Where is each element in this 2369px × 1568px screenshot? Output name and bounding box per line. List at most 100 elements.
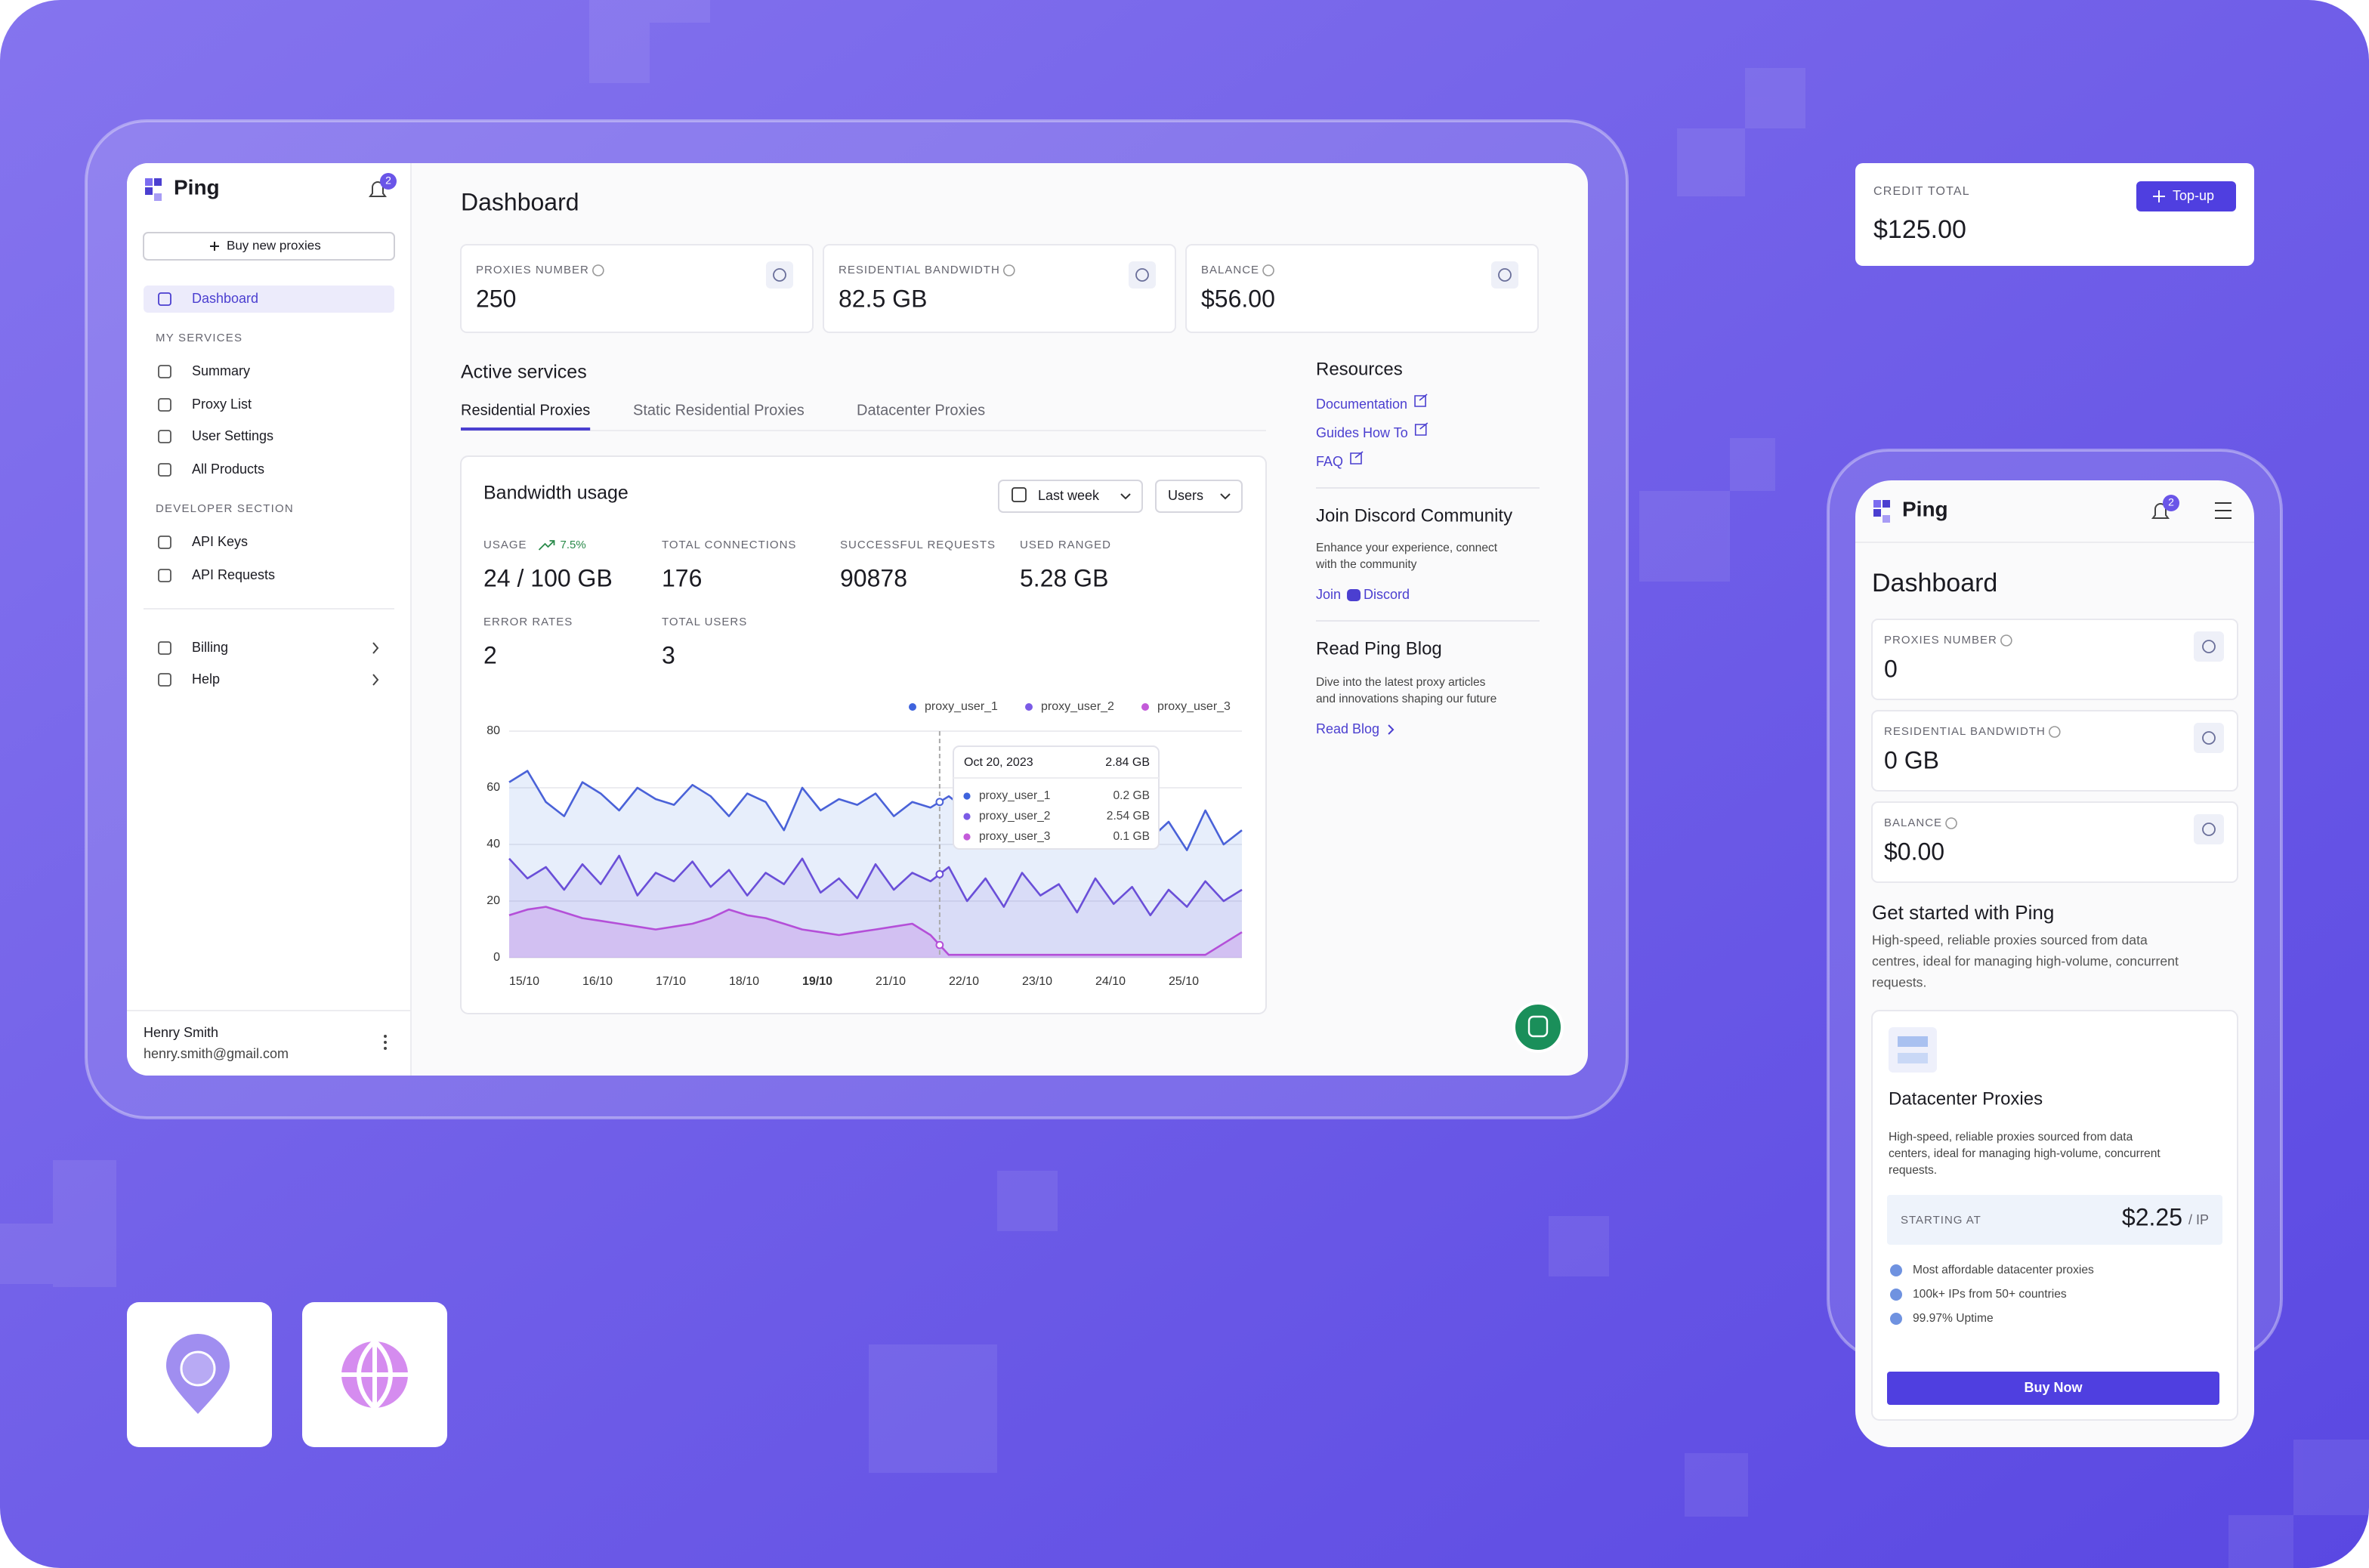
tooltip-value: 0.2 GB <box>1113 789 1150 802</box>
services-title: Active services <box>461 362 587 383</box>
section-link[interactable]: Discord <box>1364 587 1410 602</box>
product-text: High-speed, reliable proxies sourced fro… <box>1889 1131 2133 1144</box>
resources-title: Resources <box>1316 359 1403 379</box>
nav-item[interactable]: Help <box>192 671 220 687</box>
stat-value: 0 <box>1884 655 1898 682</box>
product-icon-glyph <box>1898 1036 1928 1047</box>
metric-value: 2 <box>483 641 497 668</box>
nav-item[interactable]: Billing <box>192 640 228 655</box>
nav-active <box>144 286 394 313</box>
external-icon <box>1350 451 1364 465</box>
nav-item[interactable]: API Keys <box>192 534 248 549</box>
nav-heading: MY SERVICES <box>156 332 242 344</box>
resource-link[interactable]: Guides How To <box>1316 425 1408 440</box>
trend-icon <box>538 540 555 551</box>
area <box>509 856 1242 958</box>
stat-label: BALANCE <box>1884 816 1942 829</box>
stat-icon-glyph <box>2202 640 2216 653</box>
section-title: Join Discord Community <box>1316 505 1512 526</box>
hover-dot <box>935 869 944 878</box>
topup-button[interactable] <box>2136 181 2236 211</box>
buy-now-label: Buy Now <box>2024 1380 2083 1395</box>
line <box>508 854 1243 917</box>
stat-icon <box>766 261 793 289</box>
section-link[interactable]: Join <box>1316 587 1341 602</box>
stat-card <box>1871 710 2238 792</box>
logo-mark <box>1883 500 1890 508</box>
nav-item[interactable]: Summary <box>192 363 250 378</box>
metric-label: TOTAL CONNECTIONS <box>662 539 796 551</box>
filter-button[interactable] <box>998 480 1143 513</box>
discord-icon <box>1347 589 1361 601</box>
check-icon <box>1890 1264 1902 1276</box>
stat-icon <box>1491 261 1518 289</box>
tooltip-name: proxy_user_1 <box>979 789 1050 802</box>
tab[interactable]: Datacenter Proxies <box>857 402 985 418</box>
x-tick-label: 19/10 <box>802 975 832 988</box>
chat-button[interactable] <box>1512 1002 1564 1053</box>
stat-card <box>1871 619 2238 700</box>
metric-label: TOTAL USERS <box>662 616 747 628</box>
metric-value: 5.28 GB <box>1020 564 1108 591</box>
tab[interactable]: Static Residential Proxies <box>633 402 805 418</box>
nav-icon <box>158 430 171 443</box>
x-tick-label: 16/10 <box>582 975 613 988</box>
buy-now[interactable] <box>1887 1372 2219 1405</box>
x-tick-label: 22/10 <box>949 975 979 988</box>
brand: Ping <box>174 175 220 199</box>
filter-label: Last week <box>1038 488 1100 503</box>
buy-label: Buy new proxies <box>227 238 321 252</box>
legend-dot <box>909 703 916 711</box>
ip-pin <box>166 1334 230 1414</box>
globe-lines <box>341 1339 408 1410</box>
section-title: Read Ping Blog <box>1316 638 1442 659</box>
section-text: High-speed, reliable proxies sourced fro… <box>1872 933 2148 948</box>
ip-circle <box>180 1350 216 1387</box>
chat-icon <box>1527 1015 1549 1038</box>
logo-mark <box>145 178 153 186</box>
metric-value: 176 <box>662 564 702 591</box>
menu-dot <box>384 1041 387 1044</box>
metric-value: 3 <box>662 641 675 668</box>
section-link[interactable]: Read Blog <box>1316 721 1379 736</box>
section-text: Dive into the latest proxy articles <box>1316 676 1486 689</box>
tooltip <box>953 745 1160 850</box>
resource-link[interactable]: FAQ <box>1316 454 1343 469</box>
section-text: Enhance your experience, connect <box>1316 542 1498 554</box>
menu-dot <box>384 1047 387 1050</box>
x-tick-label: 25/10 <box>1169 975 1199 988</box>
stat-label: RESIDENTIAL BANDWIDTH <box>839 264 1000 276</box>
nav-item[interactable]: All Products <box>192 461 264 477</box>
nav-item[interactable]: User Settings <box>192 428 273 443</box>
x-tick-label: 21/10 <box>876 975 906 988</box>
calendar-icon <box>1012 487 1027 502</box>
stat-icon-glyph <box>773 268 786 282</box>
section-text: with the community <box>1315 558 1417 571</box>
product-text: requests. <box>1889 1164 1937 1177</box>
menu-dot <box>384 1035 387 1038</box>
nav-icon <box>158 673 171 687</box>
metric-label: USAGE <box>483 539 527 551</box>
tooltip-name: proxy_user_2 <box>979 810 1050 823</box>
buy-button[interactable] <box>143 232 395 261</box>
resource-link[interactable]: Documentation <box>1316 397 1407 412</box>
nav-item[interactable]: Proxy List <box>192 397 252 412</box>
nav-icon <box>158 398 171 412</box>
badge-count: 2 <box>385 174 391 187</box>
tooltip-dot <box>963 792 971 800</box>
filter-button[interactable] <box>1155 480 1243 513</box>
area <box>509 906 1242 958</box>
nav-item[interactable]: API Requests <box>192 567 275 582</box>
metric-label: ERROR RATES <box>483 616 573 628</box>
nav-item[interactable]: Dashboard <box>192 291 258 306</box>
legend-label: proxy_user_1 <box>925 700 998 713</box>
y-tick-label: 60 <box>486 781 500 794</box>
logo-mark <box>1873 509 1881 517</box>
info-icon <box>1945 817 1957 829</box>
legend-dot <box>1141 703 1149 711</box>
stat-icon-glyph <box>1135 268 1149 282</box>
topup-label: Top-up <box>2173 188 2214 203</box>
tab[interactable]: Residential Proxies <box>461 402 590 418</box>
